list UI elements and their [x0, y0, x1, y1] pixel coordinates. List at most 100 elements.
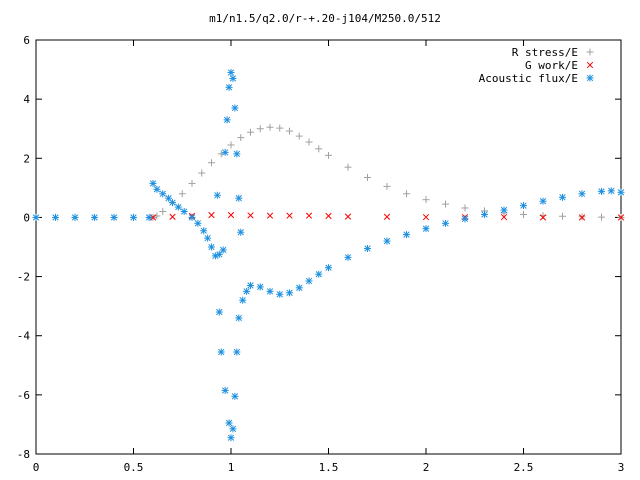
- data-point-stroke: [266, 288, 274, 295]
- data-point: [481, 210, 488, 218]
- y-tick-label: -4: [17, 330, 31, 343]
- data-point-stroke: [344, 213, 352, 220]
- data-point: [223, 116, 231, 124]
- data-point: [442, 200, 449, 208]
- data-point-stroke: [220, 246, 227, 254]
- data-point: [325, 264, 332, 272]
- data-point-stroke: [227, 69, 235, 76]
- data-point-stroke: [194, 220, 202, 227]
- data-point: [266, 123, 274, 131]
- data-point-stroke: [617, 214, 625, 221]
- data-point-stroke: [153, 186, 161, 193]
- data-point-stroke: [221, 387, 229, 394]
- data-point: [305, 212, 313, 219]
- data-point: [227, 211, 235, 219]
- data-point: [229, 425, 237, 433]
- data-point-stroke: [214, 192, 221, 199]
- data-point-stroke: [218, 348, 225, 356]
- data-point: [153, 185, 161, 193]
- data-point: [578, 190, 586, 198]
- data-point: [208, 211, 215, 219]
- data-point-stroke: [239, 297, 246, 304]
- data-point: [305, 138, 313, 146]
- data-point: [286, 289, 293, 297]
- data-point: [52, 213, 59, 221]
- data-point: [403, 190, 410, 198]
- data-point: [188, 179, 196, 187]
- legend-label: Acoustic flux/E: [479, 72, 578, 85]
- data-point: [130, 213, 137, 221]
- data-point: [325, 151, 332, 159]
- data-point-stroke: [208, 211, 215, 219]
- data-point: [256, 125, 264, 133]
- data-point: [198, 169, 206, 177]
- data-point: [229, 74, 237, 82]
- data-point: [225, 83, 233, 91]
- data-point: [237, 228, 245, 236]
- data-point-stroke: [243, 288, 250, 295]
- data-point: [169, 213, 176, 220]
- data-point: [71, 213, 79, 221]
- data-point: [169, 199, 176, 207]
- data-point-stroke: [403, 231, 410, 238]
- data-point: [344, 213, 352, 220]
- data-point-stroke: [145, 214, 153, 221]
- data-point-stroke: [231, 393, 239, 400]
- data-point: [110, 213, 118, 221]
- data-point: [364, 244, 371, 252]
- data-point-stroke: [233, 150, 241, 158]
- data-point: [159, 208, 167, 216]
- y-tick-label: 6: [23, 34, 30, 47]
- data-point: [233, 150, 241, 158]
- data-point: [231, 104, 239, 112]
- x-tick-label: 2.5: [514, 461, 534, 474]
- data-point: [598, 187, 605, 195]
- legend-label: G work/E: [525, 59, 578, 72]
- data-point-stroke: [227, 211, 235, 219]
- x-tick-label: 1.5: [319, 461, 339, 474]
- data-point: [237, 134, 245, 142]
- data-point: [344, 163, 352, 171]
- y-tick-label: 0: [23, 211, 30, 224]
- data-point-stroke: [221, 149, 229, 156]
- data-point-stroke: [181, 208, 188, 215]
- data-point-stroke: [231, 104, 239, 112]
- data-point: [213, 191, 221, 199]
- legend-marker: [586, 48, 594, 56]
- data-point: [219, 246, 227, 254]
- data-point-stroke: [500, 206, 508, 214]
- data-point: [165, 194, 173, 202]
- data-point: [383, 213, 391, 220]
- data-point-stroke: [559, 194, 566, 201]
- data-point: [247, 281, 254, 289]
- data-point: [256, 283, 264, 291]
- data-point-stroke: [130, 214, 137, 221]
- legend-marker-stroke: [586, 61, 594, 69]
- data-point: [225, 419, 233, 427]
- data-point-stroke: [296, 284, 303, 291]
- data-point-stroke: [598, 188, 605, 195]
- data-point: [145, 213, 153, 221]
- data-point-stroke: [325, 212, 332, 220]
- data-point: [188, 213, 196, 221]
- data-point-stroke: [520, 202, 527, 209]
- data-point: [194, 219, 202, 227]
- data-point: [422, 196, 430, 204]
- data-point: [295, 284, 303, 292]
- data-point: [403, 231, 410, 239]
- data-point: [247, 212, 254, 219]
- x-tick-label: 3: [618, 461, 625, 474]
- x-tick-label: 2: [423, 461, 430, 474]
- data-point: [266, 212, 274, 219]
- data-point: [461, 215, 469, 223]
- data-point: [231, 392, 239, 400]
- data-point: [227, 141, 235, 149]
- data-point: [559, 212, 566, 220]
- y-tick-label: -6: [17, 389, 30, 402]
- legend-label: R stress/E: [512, 46, 578, 59]
- data-point-stroke: [165, 195, 172, 202]
- data-point: [442, 219, 449, 227]
- data-point: [200, 227, 208, 235]
- data-point-stroke: [233, 348, 241, 356]
